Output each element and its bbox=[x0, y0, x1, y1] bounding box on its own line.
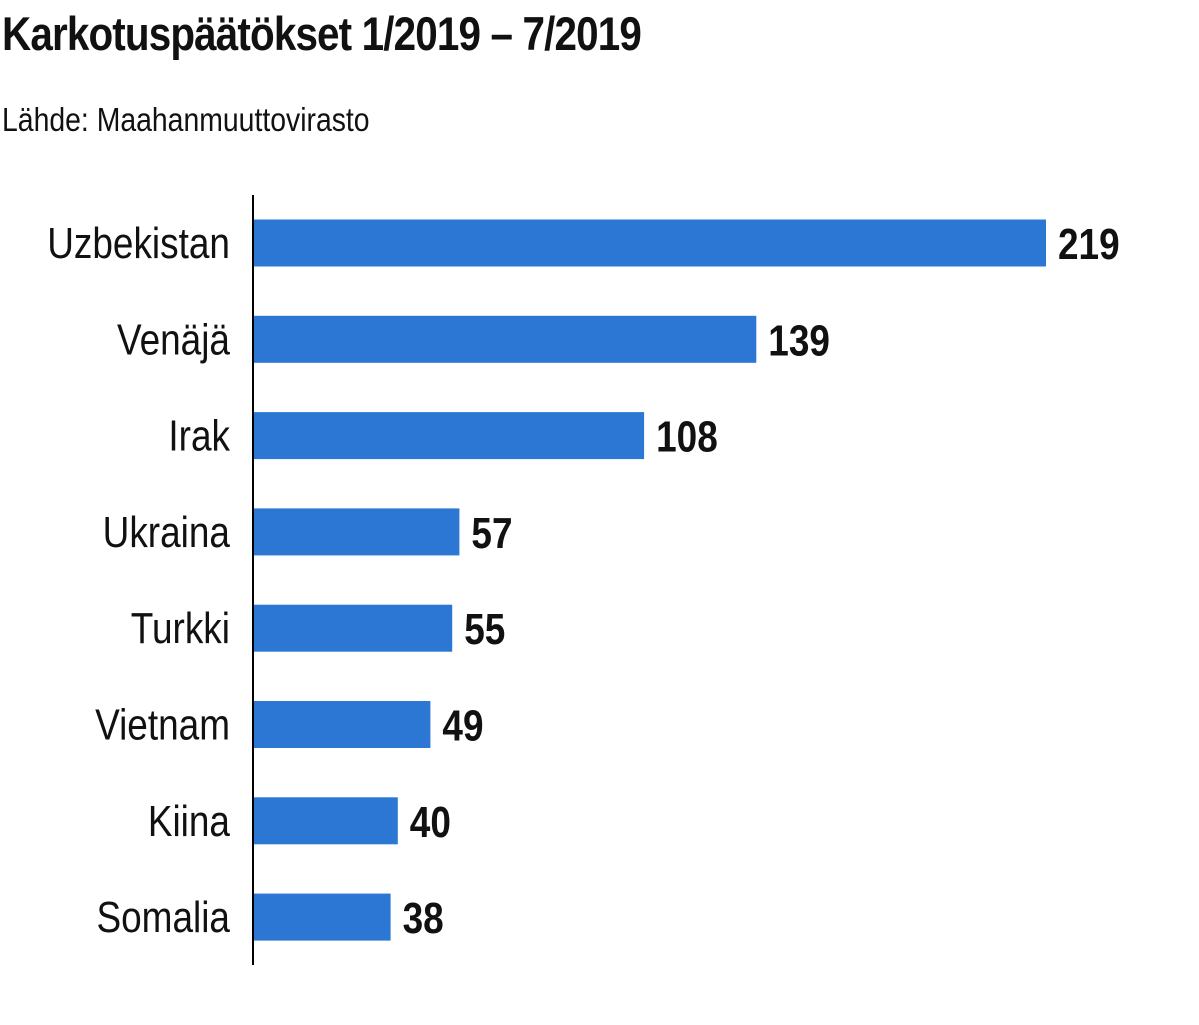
bar-somalia bbox=[253, 893, 391, 941]
value-labels: 219 139 108 57 55 49 40 38 bbox=[403, 219, 1120, 943]
category-label-kiina: Kiina bbox=[148, 796, 231, 846]
category-label-ukraina: Ukraina bbox=[103, 507, 231, 557]
bar-turkki bbox=[253, 604, 453, 652]
category-label-somalia: Somalia bbox=[96, 892, 230, 942]
value-label-somalia: 38 bbox=[403, 893, 444, 943]
category-label-turkki: Turkki bbox=[131, 603, 230, 653]
category-labels: Uzbekistan Venäjä Irak Ukraina Turkki Vietnam… bbox=[47, 218, 230, 942]
value-label-kiina: 40 bbox=[410, 797, 451, 847]
bar-venaja bbox=[253, 315, 757, 363]
value-label-ukraina: 57 bbox=[471, 508, 512, 558]
bar-kiina bbox=[253, 797, 398, 845]
value-label-turkki: 55 bbox=[464, 604, 505, 654]
bar-irak bbox=[253, 412, 645, 460]
category-label-irak: Irak bbox=[168, 411, 230, 461]
bars-layer bbox=[253, 219, 1046, 941]
value-label-vietnam: 49 bbox=[442, 700, 483, 750]
category-label-uzbekistan: Uzbekistan bbox=[47, 218, 230, 268]
value-label-venaja: 139 bbox=[768, 315, 830, 365]
chart-title: Karkotuspäätökset 1/2019 – 7/2019 bbox=[2, 7, 642, 60]
value-label-irak: 108 bbox=[656, 412, 718, 462]
bar-ukraina bbox=[253, 508, 460, 556]
chart-source: Lähde: Maahanmuuttovirasto bbox=[2, 101, 370, 138]
bar-uzbekistan bbox=[253, 219, 1046, 267]
bar-vietnam bbox=[253, 701, 431, 748]
category-label-venaja: Venäjä bbox=[117, 314, 230, 364]
value-label-uzbekistan: 219 bbox=[1058, 219, 1120, 269]
category-label-vietnam: Vietnam bbox=[95, 699, 230, 749]
